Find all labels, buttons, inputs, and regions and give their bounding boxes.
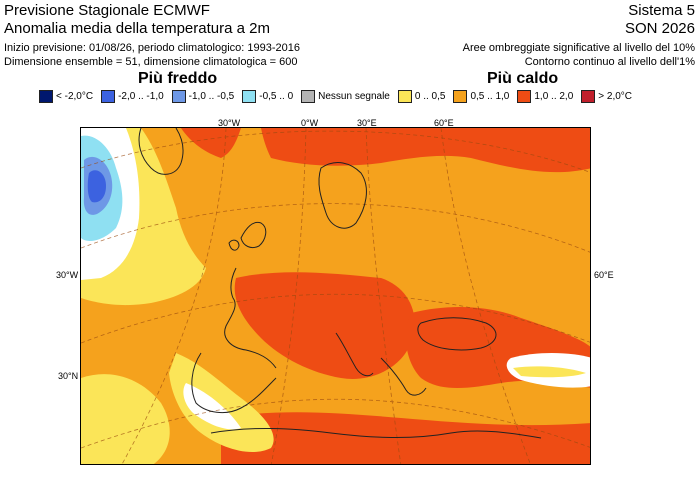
lon-label-30w-left: 30°W: [56, 270, 79, 280]
system-label: Sistema 5: [628, 2, 695, 19]
anomaly-field-1-2-central-europe: [234, 272, 415, 379]
legend-item-no-signal: Nessun segnale: [301, 90, 390, 103]
legend-swatch: [517, 90, 532, 103]
lon-label-30e-top: 30°E: [357, 118, 377, 128]
legend-label: 1,0 .. 2,0: [534, 91, 574, 102]
coastline-italy: [335, 332, 374, 377]
lat-label-30n-left: 30°N: [58, 371, 79, 381]
legend-label: > 2,0°C: [598, 91, 633, 102]
lon-label-60e-top: 60°E: [434, 118, 454, 128]
significance-note-1: Aree ombreggiate significative al livell…: [462, 42, 695, 54]
lon-label-0-top: 0°W: [301, 118, 319, 128]
coastline-iberia: [191, 352, 277, 414]
legend-item-1-to-2: 1,0 .. 2,0: [517, 90, 573, 103]
coastline-scandinavia: [318, 162, 367, 229]
coastline-britain: [240, 221, 267, 249]
coastline-ireland: [228, 239, 240, 251]
anomaly-field-1-2-north-africa: [221, 412, 590, 464]
latitude-line-70n: [81, 130, 590, 173]
coastlines: [138, 128, 542, 439]
coastline-france-iberia: [224, 267, 277, 369]
forecast-info-line-1: Inizio previsione: 01/08/26, periodo cli…: [4, 42, 300, 54]
legend-item-below-minus-2: < -2,0°C: [39, 90, 93, 103]
latitude-line-30n: [81, 398, 590, 449]
map-canvas: [81, 128, 590, 464]
longitude-line-60e: [440, 128, 531, 464]
legend-item-05-to-1: 0,5 .. 1,0: [453, 90, 509, 103]
lon-label-30w-top: 30°W: [218, 118, 241, 128]
lon-label-60e-right: 60°E: [594, 270, 614, 280]
legend-swatch: [397, 90, 412, 103]
legend-item-minus-1-to-minus-05: -1,0 .. -0,5: [171, 90, 235, 103]
legend-swatch: [581, 90, 596, 103]
legend-swatch: [453, 90, 468, 103]
legend-swatch: [301, 90, 316, 103]
legend-item-0-to-05: 0 .. 0,5: [397, 90, 446, 103]
legend-swatch: [39, 90, 53, 103]
legend-swatch: [242, 90, 257, 103]
anomaly-field-0-05-canaries: [81, 374, 170, 464]
season-label: SON 2026: [624, 20, 695, 37]
coastline-greece: [380, 357, 427, 396]
latitude-line-60n: [81, 203, 590, 253]
legend-label: -1,0 .. -0,5: [188, 91, 235, 102]
legend-label: 0,5 .. 1,0: [470, 91, 510, 102]
longitude-line-30w: [121, 128, 227, 464]
coastline-black-sea: [417, 317, 497, 351]
latitude-line-45n: [81, 293, 590, 344]
legend-swatch: [171, 90, 186, 103]
longitude-line-30e: [365, 128, 402, 464]
anomaly-field-cold-strong: [87, 170, 106, 203]
map-title: Previsione Stagionale ECMWF: [4, 2, 210, 19]
legend-label: 0 .. 0,5: [414, 91, 446, 102]
forecast-info-line-2: Dimensione ensemble = 51, dimensione cli…: [4, 56, 298, 68]
legend-swatch: [101, 90, 116, 103]
no-signal-southwest: [183, 383, 241, 430]
legend-label: < -2,0°C: [56, 91, 94, 102]
longitude-line-0: [270, 128, 307, 464]
significance-note-2: Contorno continuo al livello dell'1%: [524, 56, 695, 68]
colder-label: Più freddo: [138, 70, 218, 87]
coastline-iceland: [138, 128, 184, 175]
graticule: [81, 128, 590, 464]
legend-label: -0,5 .. 0: [259, 91, 294, 102]
legend-label: -2,0 .. -1,0: [118, 91, 164, 102]
legend-item-above-2: > 2,0°C: [581, 90, 632, 103]
legend-item-minus-05-to-0: -0,5 .. 0: [242, 90, 293, 103]
coastline-north-africa: [210, 427, 542, 439]
legend-item-minus-2-to-minus-1: -2,0 .. -1,0: [101, 90, 164, 103]
anomaly-field-0-05-southwest: [169, 353, 274, 453]
map-subtitle: Anomalia media della temperatura a 2m: [4, 20, 270, 37]
color-legend: < -2,0°C -2,0 .. -1,0 -1,0 .. -0,5 -0,5 …: [39, 90, 640, 103]
temperature-anomaly-map: [80, 127, 591, 465]
warmer-label: Più caldo: [487, 70, 559, 87]
anomaly-field-0-05-east: [513, 366, 586, 378]
anomaly-field-1-2-north: [261, 128, 590, 173]
legend-label: Nessun segnale: [318, 91, 390, 102]
